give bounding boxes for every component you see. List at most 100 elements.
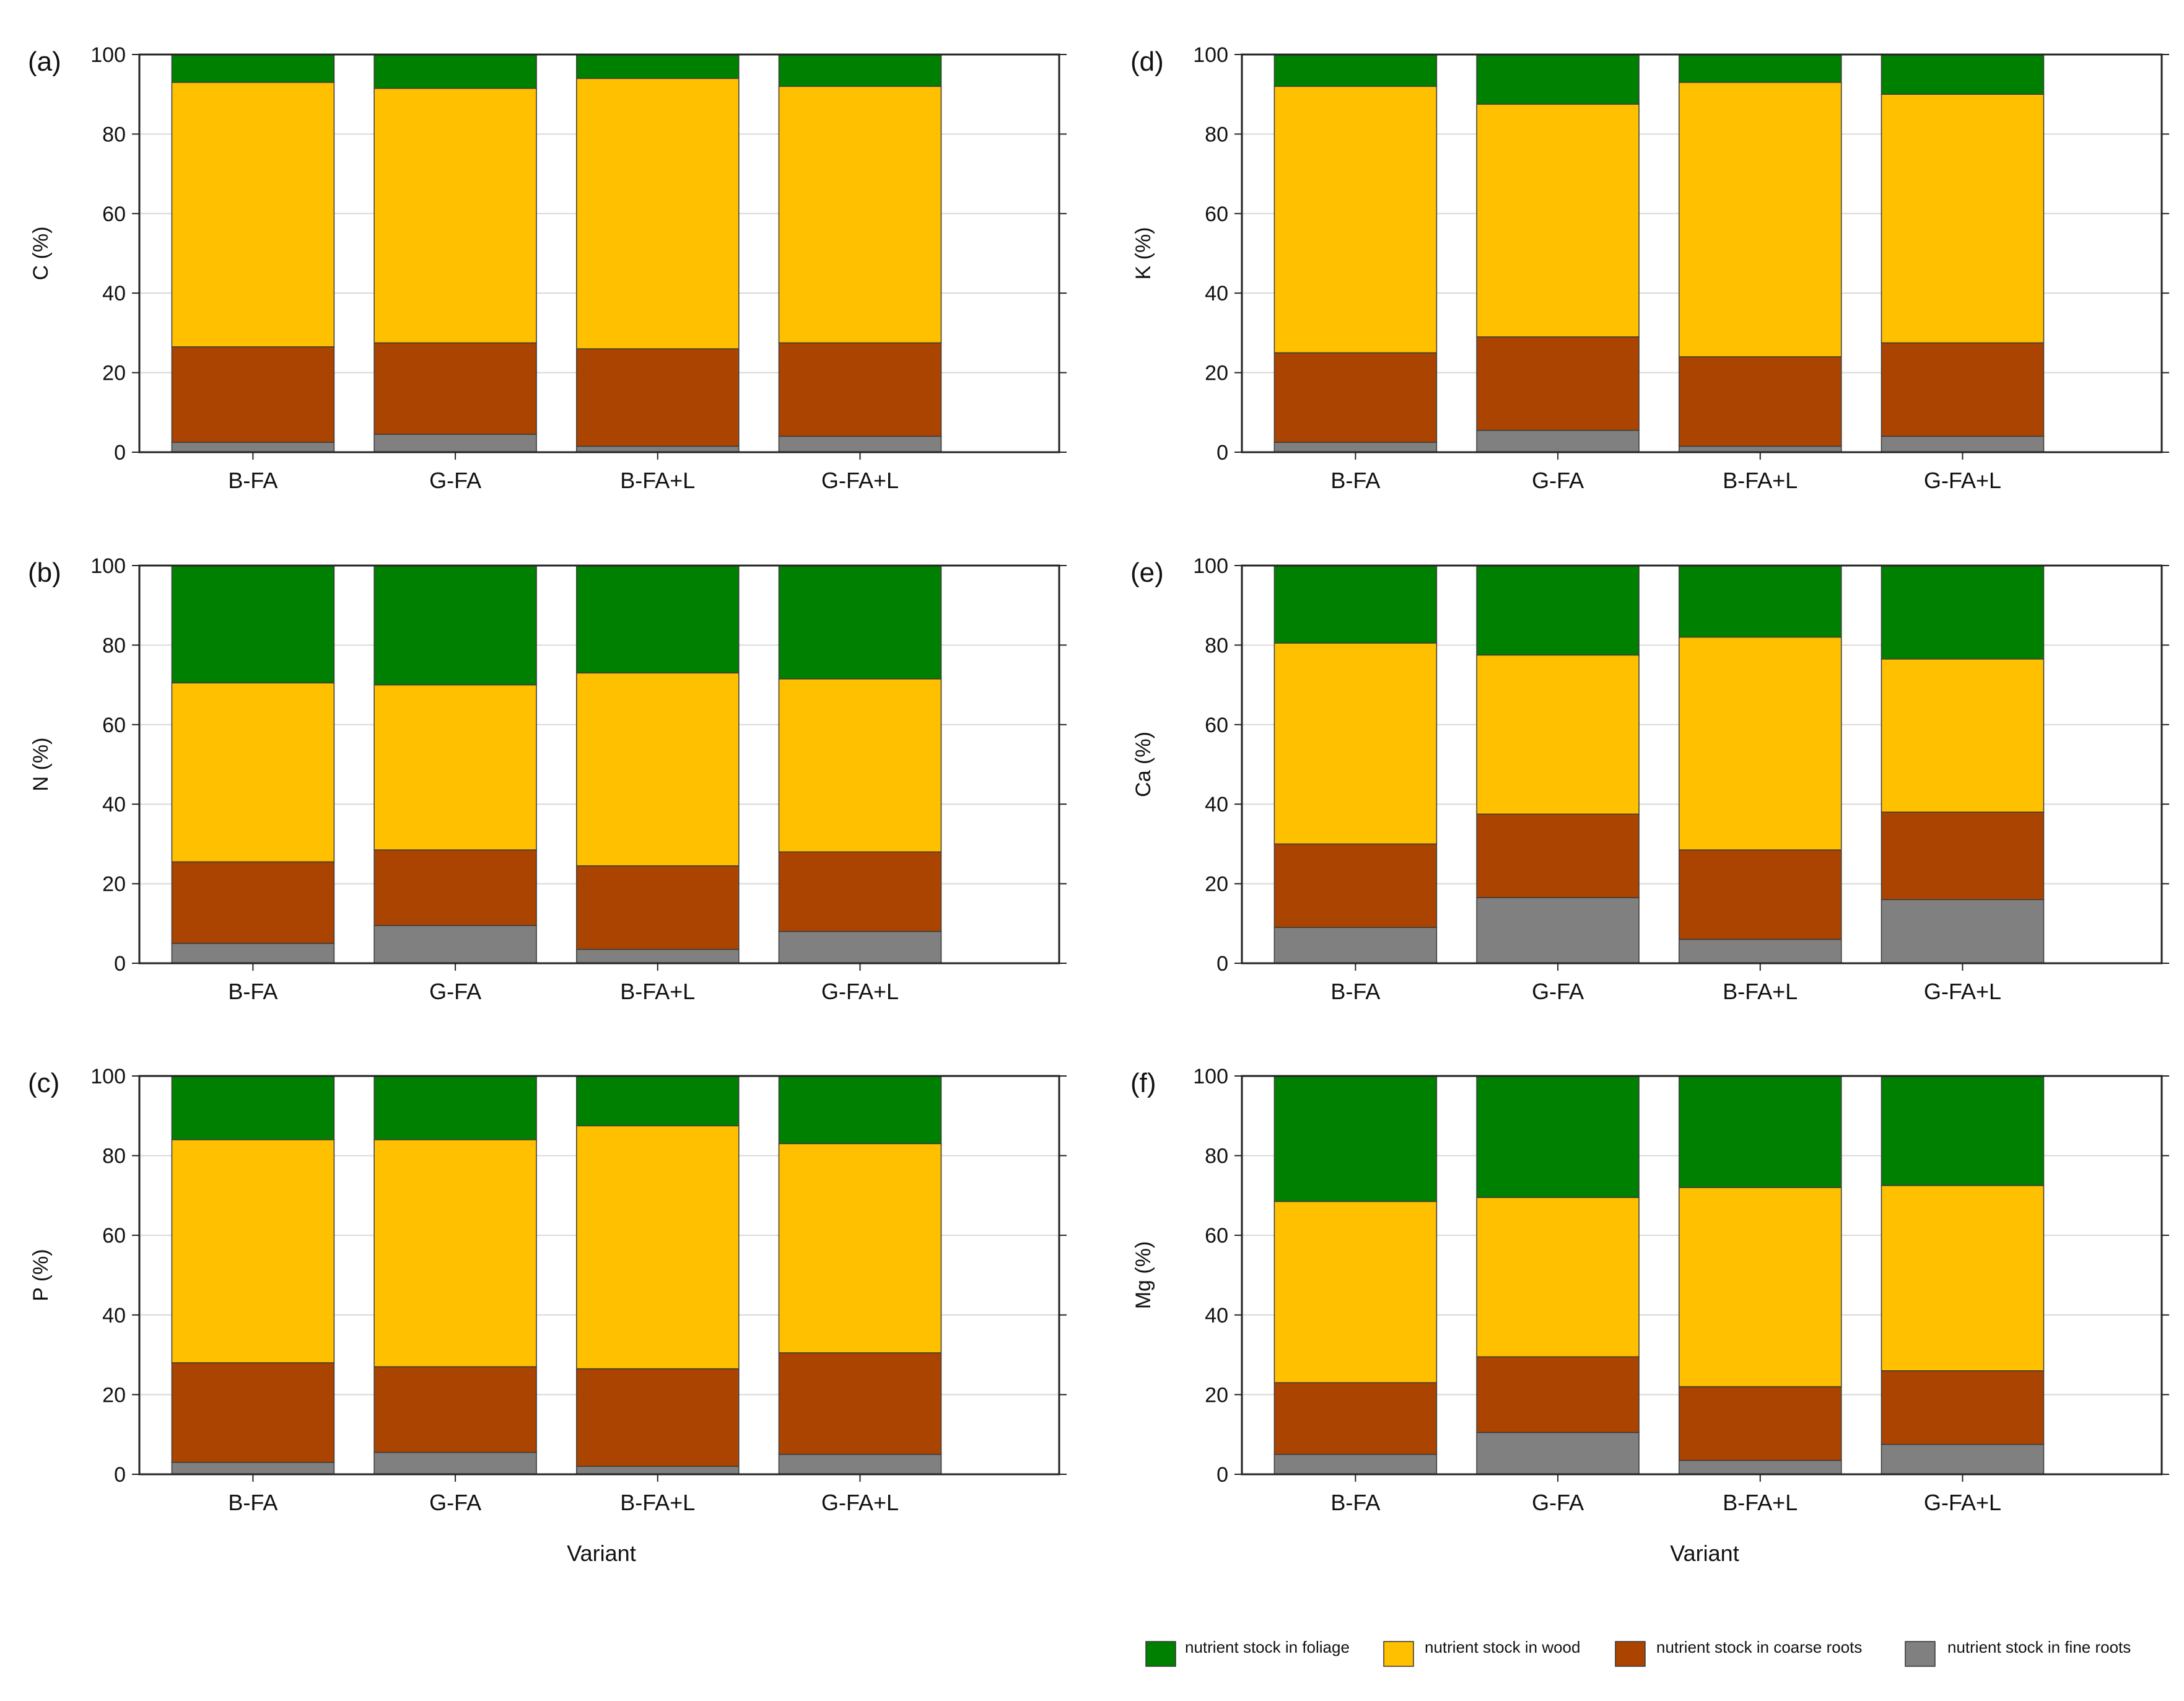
bar-segment-wood [1476, 1197, 1640, 1358]
y-tick-label: 100 [90, 554, 126, 578]
bar-segment-foliage [778, 1075, 942, 1145]
bar-segment-coarse-roots [1273, 843, 1438, 928]
bar-segment-fine-roots [1679, 938, 1842, 964]
y-tick-label: 40 [102, 282, 126, 305]
bar-segment-wood [576, 77, 740, 349]
plot-frame [138, 1075, 1060, 1476]
x-axis-label-right: Variant [1670, 1541, 1739, 1566]
bar-segment-wood [373, 1139, 537, 1368]
bar-segment-fine-roots [1679, 1459, 1842, 1475]
y-tick-label: 0 [114, 1463, 126, 1487]
y-tick-label: 60 [102, 1224, 126, 1248]
y-tick-label: 100 [90, 1065, 126, 1088]
bar-segment-foliage [1273, 1075, 1438, 1202]
plot-frame [1241, 564, 2163, 964]
bar-segment-foliage [171, 1075, 335, 1140]
y-tick-label: 20 [102, 873, 126, 896]
chart-panel: B-FA G-FA B-FA+L G-FA+L 0 20 40 60 80 100 Mg (%) (f… [1130, 1065, 2169, 1515]
x-tick-label: B-FA [228, 468, 277, 493]
y-tick-label: 20 [102, 1383, 126, 1407]
y-tick-label: 0 [1216, 952, 1228, 976]
bar-segment-coarse-roots [1476, 336, 1640, 431]
bar-segment-coarse-roots [1880, 811, 2045, 901]
bar-segment-wood [1880, 1185, 2045, 1371]
bar-segment-foliage [576, 54, 740, 79]
bar-segment-foliage [1880, 54, 2045, 95]
bar-segment-foliage [1679, 565, 1842, 638]
x-tick-label: G-FA+L [821, 468, 899, 493]
legend-swatch-wood [1383, 1641, 1414, 1667]
y-tick-label: 60 [1205, 1224, 1228, 1248]
y-tick-label: 0 [1216, 1463, 1228, 1487]
bar-segment-fine-roots [778, 930, 942, 964]
y-axis-label: P (%) [29, 1249, 53, 1301]
x-tick-label: G-FA [1532, 468, 1584, 493]
x-tick-label: B-FA [1330, 1490, 1380, 1515]
bar-segment-wood [1273, 1200, 1438, 1383]
y-tick-label: 100 [1193, 43, 1228, 67]
bar-segment-fine-roots [778, 435, 942, 453]
x-tick-label: G-FA+L [1924, 468, 2001, 493]
bar-segment-coarse-roots [373, 849, 537, 926]
y-tick-label: 80 [102, 634, 126, 657]
y-axis-label: C (%) [29, 227, 53, 281]
x-tick-label: B-FA [228, 1490, 277, 1515]
bar-segment-fine-roots [171, 943, 335, 964]
panel-label: (b) [28, 558, 61, 588]
y-tick-label: 20 [1205, 1383, 1228, 1407]
legend-swatch-coarse [1615, 1641, 1646, 1667]
bar-segment-coarse-roots [171, 346, 335, 443]
x-tick-label: B-FA+L [620, 1490, 695, 1515]
y-tick-label: 0 [114, 952, 126, 976]
legend-swatch-fine [1905, 1641, 1936, 1667]
x-tick-label: G-FA [429, 1490, 481, 1515]
x-tick-label: G-FA+L [1924, 979, 2001, 1004]
bar-segment-foliage [778, 565, 942, 680]
bar-segment-coarse-roots [373, 342, 537, 435]
y-tick-label: 80 [1205, 634, 1228, 657]
y-tick-label: 60 [102, 714, 126, 737]
x-tick-label: G-FA+L [821, 979, 899, 1004]
y-tick-label: 0 [114, 441, 126, 465]
bar-segment-fine-roots [1476, 429, 1640, 453]
bar-segment-foliage [171, 565, 335, 684]
bar-segment-wood [1679, 1187, 1842, 1388]
y-tick-label: 100 [1193, 554, 1228, 578]
bar-segment-foliage [171, 54, 335, 83]
bar-segment-fine-roots [171, 1461, 335, 1475]
bar-segment-fine-roots [576, 948, 740, 964]
x-tick-label: G-FA+L [1924, 1490, 2001, 1515]
y-axis-label: K (%) [1132, 227, 1155, 280]
legend-label-wood: nutrient stock in wood [1425, 1638, 1580, 1656]
bar-segment-coarse-roots [1880, 342, 2045, 437]
bar-segment-wood [1273, 642, 1438, 845]
x-tick-label: G-FA [429, 468, 481, 493]
chart-panel: B-FA G-FA B-FA+L G-FA+L 0 20 40 60 80 100 C (%) (a) [28, 43, 1067, 493]
x-tick-label: G-FA [1532, 1490, 1584, 1515]
bar-segment-wood [778, 678, 942, 852]
bar-segment-coarse-roots [1273, 352, 1438, 443]
bar-segment-foliage [1273, 54, 1438, 87]
bar-segment-foliage [373, 54, 537, 89]
x-tick-label: B-FA+L [620, 979, 695, 1004]
x-tick-label: B-FA+L [620, 468, 695, 493]
x-tick-label: B-FA [1330, 468, 1380, 493]
bar-segment-wood [1679, 82, 1842, 357]
bar-segment-coarse-roots [1880, 1370, 2045, 1445]
y-tick-label: 80 [102, 1145, 126, 1168]
y-tick-label: 0 [1216, 441, 1228, 465]
bar-segment-wood [576, 672, 740, 867]
bar-segment-coarse-roots [1679, 849, 1842, 940]
bar-segment-fine-roots [1273, 927, 1438, 964]
bar-segment-coarse-roots [1273, 1382, 1438, 1455]
x-tick-label: B-FA+L [1723, 1490, 1797, 1515]
x-axis-label-left: Variant [567, 1541, 636, 1566]
plot-frame [1241, 53, 2163, 453]
bar-segment-fine-roots [1880, 899, 2045, 964]
bar-segment-wood [1476, 103, 1640, 338]
chart-panels: B-FA G-FA B-FA+L G-FA+L 0 20 40 60 80 100 C (%) (a)… [28, 43, 2169, 1515]
bar-segment-fine-roots [1476, 1432, 1640, 1475]
chart-panel: B-FA G-FA B-FA+L G-FA+L 0 20 40 60 80 100 Ca (%) (e… [1130, 554, 2169, 1004]
plot-frame [138, 53, 1060, 453]
bar-segment-coarse-roots [576, 865, 740, 950]
